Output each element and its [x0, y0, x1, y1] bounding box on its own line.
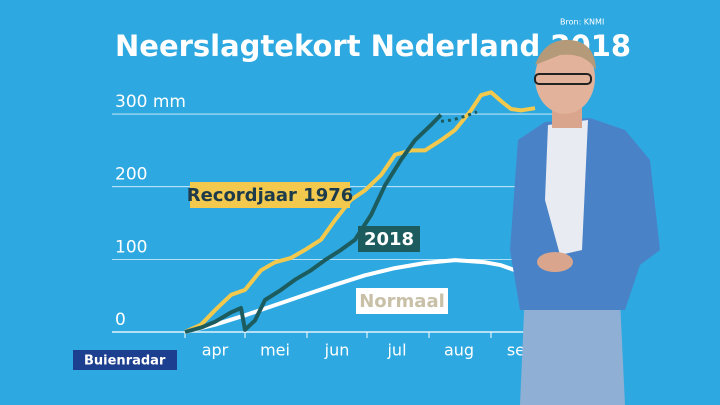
- legend: Recordjaar 1976 2018 Normaal: [187, 182, 448, 314]
- shirt: [545, 120, 588, 255]
- x-tick-label: mei: [260, 341, 290, 360]
- hair: [535, 39, 596, 70]
- x-tick-label: jun: [324, 341, 350, 360]
- series-line: [184, 90, 536, 334]
- logo-box: [73, 350, 177, 370]
- trousers: [520, 290, 625, 405]
- head: [535, 42, 595, 114]
- y-tick-label: 0: [115, 310, 126, 330]
- y-tick-label: 300 mm: [115, 92, 186, 112]
- legend-label: Normaal: [359, 291, 445, 312]
- series-line: [184, 113, 443, 334]
- hands: [537, 252, 573, 272]
- legend-label: 2018: [364, 229, 414, 250]
- x-tick-label: aug: [444, 341, 474, 360]
- x-tick-label: jul: [386, 341, 406, 360]
- x-tick-label: apr: [202, 341, 229, 360]
- logo-text: Buienradar: [84, 354, 166, 369]
- glasses: [534, 73, 592, 85]
- legend-box: [358, 226, 420, 252]
- y-tick-label: 100: [115, 237, 147, 257]
- series-line: [440, 110, 478, 123]
- y-tick-label: 200: [115, 165, 147, 185]
- source: Bron: KNMI: [560, 18, 604, 27]
- legend-box: [190, 182, 350, 208]
- series-line: [184, 258, 516, 334]
- legend-box: [356, 288, 448, 314]
- legend-label: Recordjaar 1976: [187, 185, 354, 206]
- presenter: [510, 39, 660, 405]
